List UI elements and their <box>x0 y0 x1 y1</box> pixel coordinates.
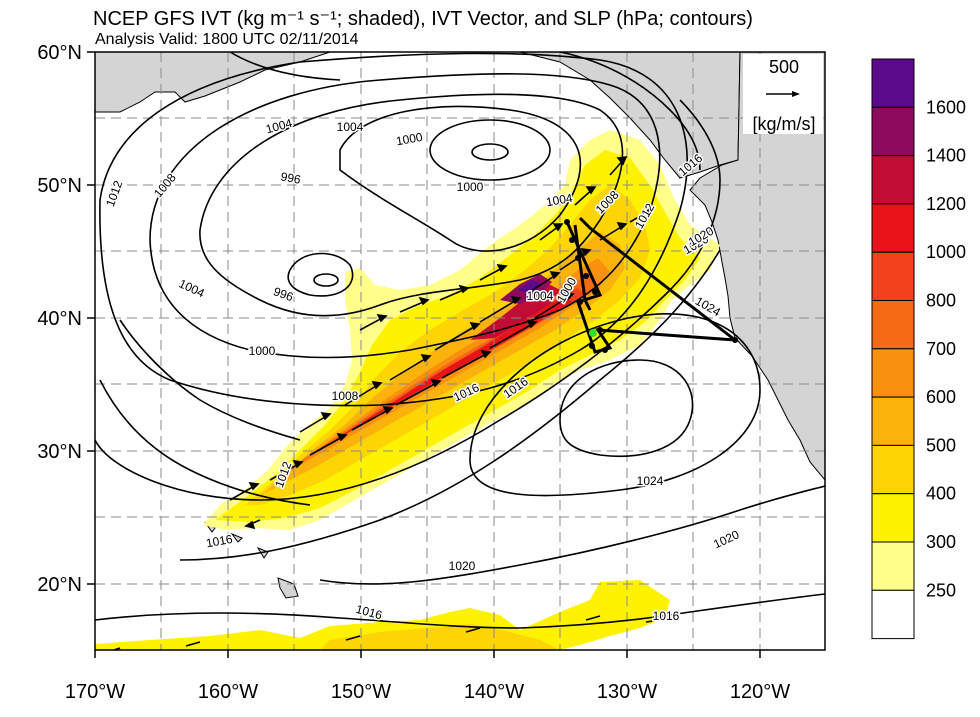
lat-label: 40°N <box>37 308 82 330</box>
ivt-shade-south-inner <box>320 624 560 650</box>
contour-label: 1000 <box>457 180 484 194</box>
colorbar-label: 800 <box>926 291 956 311</box>
colorbar-labels: 1600 1400 1200 1000 800 700 600 500 400 300 250 <box>926 97 966 600</box>
vector-key-units: [kg/m/s] <box>752 114 815 134</box>
map-title: NCEP GFS IVT (kg m⁻¹ s⁻¹; shaded), IVT V… <box>93 8 753 30</box>
colorbar-swatch <box>871 203 915 253</box>
latitude-labels: 60°N 50°N 40°N 30°N 20°N <box>37 42 82 596</box>
lon-label: 130°W <box>597 681 657 703</box>
contour-label: 1024 <box>637 474 664 488</box>
lat-label: 20°N <box>37 574 82 596</box>
vector-key-value: 500 <box>769 57 799 77</box>
colorbar-swatch <box>871 493 915 543</box>
colorbar-label: 1200 <box>926 194 966 214</box>
colorbar-swatch <box>871 300 915 350</box>
lon-label: 170°W <box>65 681 125 703</box>
contour-label: 1008 <box>332 389 359 403</box>
colorbar-label: 1000 <box>926 242 966 262</box>
vector-key: 500 [kg/m/s] <box>743 54 823 134</box>
start-point-marker <box>589 329 597 337</box>
colorbar-swatch <box>871 589 915 640</box>
colorbar-swatch <box>871 251 915 301</box>
colorbar-label: 1600 <box>926 97 966 117</box>
map-subtitle: Analysis Valid: 1800 UTC 02/11/2014 <box>95 31 359 48</box>
ivt-shade-1600 <box>518 280 542 294</box>
colorbar-swatch <box>871 348 915 398</box>
colorbar-label: 600 <box>926 387 956 407</box>
colorbar-swatch <box>871 396 915 446</box>
slp-contours <box>95 52 825 629</box>
contour-label: 1004 <box>527 289 554 303</box>
longitude-labels: 170°W 160°W 150°W 140°W 130°W 120°W <box>65 681 790 703</box>
lon-label: 120°W <box>730 681 790 703</box>
contour-label: 1020 <box>449 559 476 573</box>
lat-label: 30°N <box>37 441 82 463</box>
lon-label: 140°W <box>464 681 524 703</box>
colorbar-label: 1400 <box>926 146 966 166</box>
ivt-vectors <box>111 156 661 650</box>
contour-label: 1000 <box>249 344 276 358</box>
contour-label: 1004 <box>337 120 364 134</box>
lon-label: 160°W <box>198 681 258 703</box>
colorbar-swatch <box>871 155 915 205</box>
ivt-shade-1000 <box>320 296 572 450</box>
contour-label: 1016 <box>653 609 680 623</box>
ivt-shade-south <box>95 580 670 650</box>
flight-track <box>565 216 740 354</box>
lat-label: 50°N <box>37 175 82 197</box>
contour-label: 1004 <box>545 191 574 209</box>
lat-label: 60°N <box>37 42 82 64</box>
colorbar-swatch <box>871 541 915 591</box>
lon-label: 150°W <box>331 681 391 703</box>
colorbar-label: 400 <box>926 484 956 504</box>
hawaii-islands <box>204 521 299 599</box>
contour-label: 1000 <box>395 130 424 148</box>
colorbar-label: 300 <box>926 532 956 552</box>
map-frame <box>94 51 826 651</box>
colorbar-swatch <box>871 444 915 495</box>
colorbar <box>871 58 915 640</box>
colorbar-label: 250 <box>926 580 956 600</box>
ivt-shade-1200 <box>470 282 560 340</box>
colorbar-swatch <box>871 58 915 108</box>
colorbar-label: 700 <box>926 339 956 359</box>
colorbar-swatch <box>871 106 915 157</box>
axis-ticks <box>87 51 761 658</box>
contour-label: 996 <box>280 169 302 186</box>
flight-track-points <box>564 219 738 353</box>
contour-label: 1016 <box>205 532 234 550</box>
colorbar-label: 500 <box>926 435 956 455</box>
